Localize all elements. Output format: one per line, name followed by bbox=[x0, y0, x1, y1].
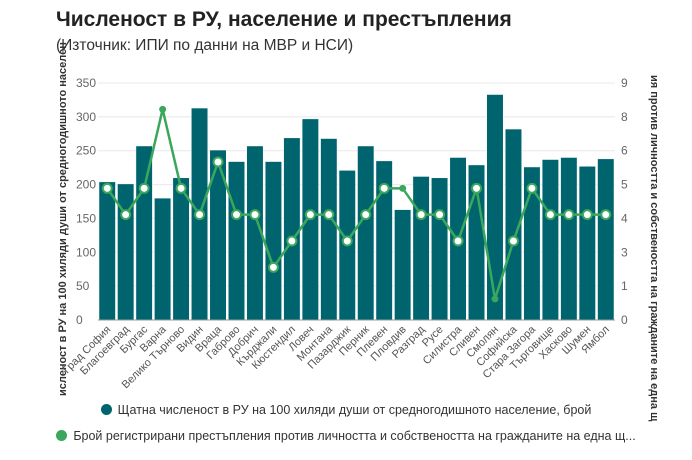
right-tick-label: 6 bbox=[621, 144, 628, 158]
left-tick-label: 300 bbox=[76, 110, 96, 124]
bar-0 bbox=[98, 181, 116, 321]
bar-27 bbox=[597, 158, 615, 321]
bar-24 bbox=[541, 159, 559, 321]
left-tick-label: 250 bbox=[76, 144, 96, 158]
left-tick-label: 150 bbox=[76, 211, 96, 225]
bar-10 bbox=[283, 137, 301, 321]
chart-subtitle: (Източник: ИПИ по данни на МВР и НСИ) bbox=[56, 37, 354, 54]
line-point-9 bbox=[267, 261, 279, 273]
line-point-5 bbox=[194, 209, 206, 221]
right-axis-title: ия против личността и собствеността на г… bbox=[648, 75, 660, 422]
bar-26 bbox=[578, 166, 596, 321]
line-point-15 bbox=[378, 182, 390, 194]
line-point-11 bbox=[304, 209, 316, 221]
bar-25 bbox=[560, 157, 578, 321]
line-point-8 bbox=[249, 209, 261, 221]
line-point-2 bbox=[138, 182, 150, 194]
right-tick-label: 0 bbox=[621, 313, 628, 327]
line-point-22 bbox=[507, 235, 519, 247]
left-tick-label: 350 bbox=[76, 76, 96, 90]
line-point-25 bbox=[563, 209, 575, 221]
line-point-24 bbox=[544, 209, 556, 221]
bar-18 bbox=[431, 177, 449, 321]
line-point-17 bbox=[415, 209, 427, 221]
line-point-13 bbox=[341, 235, 353, 247]
bar-21 bbox=[486, 94, 504, 321]
left-tick-label: 100 bbox=[76, 245, 96, 259]
bar-4 bbox=[172, 177, 190, 321]
bar-16 bbox=[394, 209, 412, 321]
line-point-10 bbox=[286, 235, 298, 247]
legend-bar-marker-icon bbox=[100, 404, 112, 415]
line-point-26 bbox=[581, 209, 593, 221]
line-point-19 bbox=[452, 235, 464, 247]
right-tick-label: 1 bbox=[621, 279, 628, 293]
line-point-27 bbox=[600, 209, 612, 221]
line-point-23 bbox=[526, 182, 538, 194]
line-point-21 bbox=[491, 295, 499, 303]
legend-label: Брой регистрирани престъпления против ли… bbox=[73, 429, 636, 443]
bar-3 bbox=[154, 197, 172, 321]
line-point-4 bbox=[175, 182, 187, 194]
left-tick-label: 50 bbox=[76, 279, 90, 293]
line-point-18 bbox=[434, 209, 446, 221]
left-tick-label: 200 bbox=[76, 178, 96, 192]
line-point-7 bbox=[230, 209, 242, 221]
legend-item-line[interactable]: Брой регистрирани престъпления против ли… bbox=[0, 429, 692, 443]
legend-label: Щатна численост в РУ на 100 хиляди души … bbox=[117, 403, 592, 417]
chart-title: Численост в РУ, население и престъпления bbox=[56, 8, 512, 31]
legend-line-marker-icon bbox=[56, 430, 68, 441]
left-tick-label: 0 bbox=[76, 313, 83, 327]
bar-17 bbox=[412, 176, 430, 321]
left-axis-title: исленост в РУ на 100 хиляди души от сред… bbox=[57, 42, 69, 396]
bar-12 bbox=[320, 138, 338, 321]
line-point-14 bbox=[360, 209, 372, 221]
right-tick-label: 3 bbox=[621, 245, 628, 259]
series-line bbox=[106, 109, 606, 300]
line-point-6 bbox=[212, 156, 224, 168]
bar-2 bbox=[135, 145, 153, 321]
bar-9 bbox=[264, 161, 282, 321]
right-tick-label: 5 bbox=[621, 178, 628, 192]
line-point-20 bbox=[471, 182, 483, 194]
right-tick-label: 4 bbox=[621, 211, 628, 225]
line-point-1 bbox=[120, 209, 132, 221]
right-tick-label: 9 bbox=[621, 76, 628, 90]
legend-item-bars[interactable]: Щатна численост в РУ на 100 хиляди души … bbox=[0, 403, 692, 417]
bar-7 bbox=[228, 161, 245, 321]
bar-14 bbox=[357, 145, 375, 321]
line-point-16 bbox=[399, 184, 407, 192]
right-tick-label: 8 bbox=[621, 110, 628, 124]
line-point-12 bbox=[323, 209, 335, 221]
line-point-3 bbox=[159, 105, 167, 113]
line-point-0 bbox=[101, 182, 113, 194]
